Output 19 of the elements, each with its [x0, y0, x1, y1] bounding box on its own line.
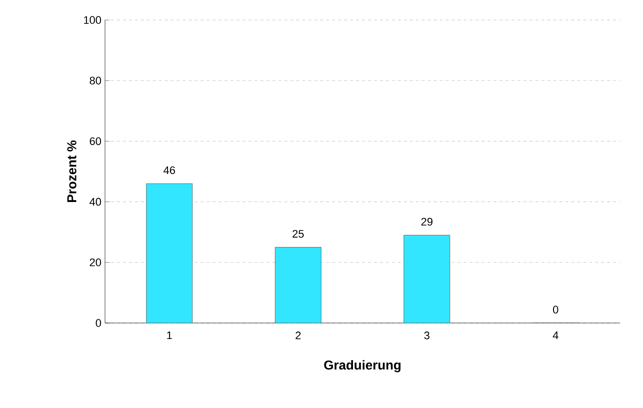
- data-label: 25: [292, 230, 304, 238]
- y-tick-label: 60: [90, 137, 102, 146]
- y-tick-label: 40: [90, 198, 102, 206]
- x-tick-label: 2: [296, 332, 301, 340]
- data-label: 29: [421, 218, 432, 226]
- y-tick-label: 0: [96, 319, 102, 327]
- y-tick-label: 100: [84, 16, 102, 24]
- x-axis-title: Graduierung: [324, 360, 400, 372]
- x-tick-label: 3: [424, 332, 430, 340]
- bar: [404, 234, 450, 323]
- data-label: 0: [553, 306, 558, 314]
- y-tick-label: 20: [90, 258, 102, 266]
- bar: [146, 183, 193, 323]
- y-axis-title: Prozent %: [67, 140, 76, 202]
- x-tick-label: 1: [167, 332, 172, 340]
- data-label: 46: [164, 166, 175, 174]
- y-tick-label: 80: [90, 76, 102, 84]
- bar: [274, 247, 322, 323]
- x-tick-label: 4: [552, 332, 558, 340]
